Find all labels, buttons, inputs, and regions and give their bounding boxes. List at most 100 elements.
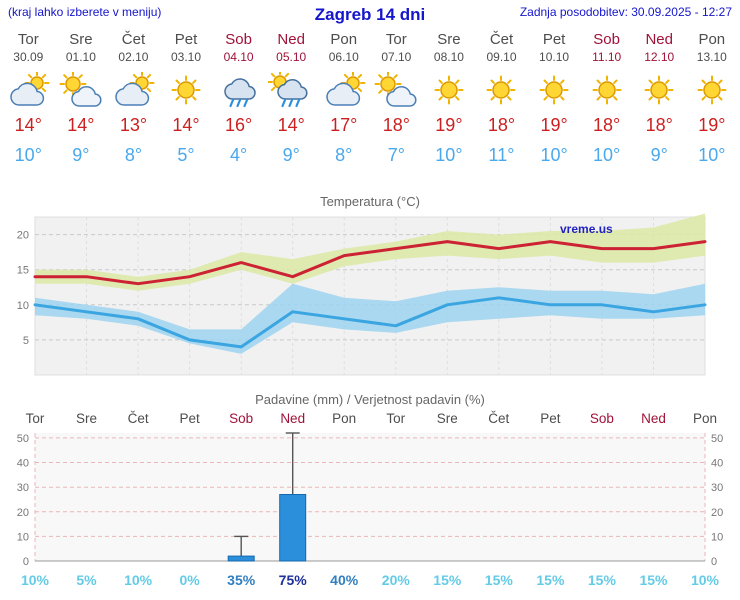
day-date: 05.10 bbox=[276, 49, 307, 64]
min-temperature-range-band bbox=[35, 283, 705, 354]
precip-probability: 15% bbox=[485, 572, 514, 588]
precip-day-label: Pet bbox=[540, 411, 561, 426]
day-max-temp: 13° bbox=[119, 114, 148, 135]
precip-ytick-right: 20 bbox=[711, 507, 723, 519]
rain-sun-icon bbox=[265, 69, 318, 111]
day-column-tor: Tor 30.09 14° 10° bbox=[2, 31, 55, 166]
temp-ytick-label: 15 bbox=[17, 264, 29, 276]
day-name: Pet bbox=[174, 31, 198, 48]
day-max-temp: 19° bbox=[698, 114, 726, 135]
precip-day-label: Sre bbox=[437, 411, 458, 426]
precipitation-chart: Tor Sre Čet Pet Sob Ned Pon Tor Sre Čet Pet Sob Ned P… bbox=[0, 409, 740, 591]
day-column-čet: Čet 09.10 18° 11° bbox=[475, 31, 528, 166]
daily-forecast-strip: Tor 30.09 14° 10° Sre 01.10 14° 9° Čet 02.10 13° 8°… bbox=[0, 25, 740, 166]
day-column-pon: Pon 06.10 17° 8° bbox=[317, 31, 370, 166]
day-min-temp: 11° bbox=[488, 144, 515, 165]
precipitation-chart-title: Padavine (mm) / Verjetnost padavin (%) bbox=[255, 391, 485, 407]
day-date: 07.10 bbox=[381, 49, 412, 64]
mostly-cloudy-icon bbox=[317, 69, 370, 111]
day-column-sob: Sob 11.10 18° 10° bbox=[580, 31, 633, 166]
day-min-temp: 9° bbox=[72, 144, 90, 165]
precip-day-label: Sob bbox=[229, 411, 253, 426]
day-date: 30.09 bbox=[13, 49, 44, 64]
day-column-pon: Pon 13.10 19° 10° bbox=[686, 31, 739, 166]
precip-ytick-left: 40 bbox=[17, 457, 29, 469]
sunny-icon bbox=[423, 69, 476, 111]
precip-probability: 20% bbox=[382, 572, 411, 588]
precip-plot-area bbox=[35, 432, 705, 561]
precip-day-label: Tor bbox=[26, 411, 45, 426]
day-min-temp: 7° bbox=[387, 144, 405, 165]
max-temperature-line bbox=[33, 239, 707, 285]
day-date: 12.10 bbox=[644, 49, 675, 64]
precip-probability: 10% bbox=[691, 572, 720, 588]
precip-ytick-right: 10 bbox=[711, 531, 723, 543]
precip-probability: 15% bbox=[433, 572, 462, 588]
day-column-sob: Sob 04.10 16° 4° bbox=[212, 31, 265, 166]
day-name: Sob bbox=[225, 31, 252, 48]
precip-probability: 35% bbox=[227, 572, 256, 588]
day-min-temp: 9° bbox=[282, 144, 300, 165]
precip-day-label: Sob bbox=[590, 411, 614, 426]
precip-ytick-left: 10 bbox=[17, 531, 29, 543]
precip-day-label: Pon bbox=[332, 411, 356, 426]
precip-ytick-right: 0 bbox=[711, 556, 717, 568]
temp-ytick-label: 5 bbox=[23, 335, 29, 347]
precip-ytick-right: 40 bbox=[711, 457, 723, 469]
day-max-temp: 19° bbox=[435, 114, 463, 135]
partly-cloudy-icon bbox=[370, 69, 423, 111]
temperature-chart: 5 10 15 20 vreme.us bbox=[0, 211, 740, 386]
day-date: 08.10 bbox=[433, 49, 464, 64]
day-name: Pon bbox=[698, 31, 726, 48]
day-min-temp: 10° bbox=[593, 144, 621, 165]
day-max-temp: 14° bbox=[67, 114, 95, 135]
day-date: 06.10 bbox=[328, 49, 359, 64]
precip-probability: 40% bbox=[330, 572, 359, 588]
location-menu-note: (kraj lahko izberete v meniju) bbox=[8, 5, 162, 19]
precip-day-label: Čet bbox=[488, 411, 509, 426]
min-temperature-line bbox=[33, 296, 707, 349]
precip-ytick-left: 20 bbox=[17, 507, 29, 519]
day-column-čet: Čet 02.10 13° 8° bbox=[107, 31, 160, 166]
precip-probability: 10% bbox=[21, 572, 50, 588]
sunny-icon bbox=[528, 69, 581, 111]
last-updated: Zadnja posodobitev: 30.09.2025 - 12:27 bbox=[519, 5, 732, 19]
precip-probability: 75% bbox=[279, 572, 308, 588]
day-max-temp: 16° bbox=[224, 114, 253, 135]
precip-probability: 15% bbox=[588, 572, 617, 588]
day-date: 01.10 bbox=[65, 49, 96, 64]
precip-bar bbox=[279, 493, 307, 562]
precip-day-label: Tor bbox=[386, 411, 405, 426]
temp-ytick-label: 10 bbox=[17, 300, 29, 312]
day-name: Sob bbox=[593, 31, 620, 48]
day-column-ned: Ned 12.10 18° 9° bbox=[633, 31, 686, 166]
day-max-temp: 18° bbox=[593, 114, 621, 135]
precip-probability: 15% bbox=[639, 572, 668, 588]
temperature-chart-title: Temperatura (°C) bbox=[320, 193, 420, 209]
day-max-temp: 14° bbox=[277, 114, 305, 135]
day-name: Sre bbox=[437, 31, 461, 48]
day-name: Čet bbox=[489, 31, 514, 48]
precip-ytick-right: 30 bbox=[711, 482, 723, 494]
precip-day-label: Ned bbox=[641, 411, 666, 426]
mostly-cloudy-icon bbox=[2, 69, 55, 111]
day-date: 02.10 bbox=[118, 49, 149, 64]
precipitation-section: Padavine (mm) / Verjetnost padavin (%) T… bbox=[0, 392, 740, 591]
precip-day-label: Čet bbox=[128, 411, 149, 426]
sunny-icon bbox=[580, 69, 633, 111]
sunny-icon bbox=[633, 69, 686, 111]
day-name: Tor bbox=[385, 31, 407, 48]
day-min-temp: 10° bbox=[540, 144, 568, 165]
day-name: Pon bbox=[330, 31, 358, 48]
day-column-ned: Ned 05.10 14° 9° bbox=[265, 31, 318, 166]
precip-day-label: Pon bbox=[693, 411, 717, 426]
day-column-sre: Sre 01.10 14° 9° bbox=[55, 31, 108, 166]
day-name: Ned bbox=[645, 31, 673, 48]
precip-ytick-left: 30 bbox=[17, 482, 29, 494]
day-date: 11.10 bbox=[592, 49, 622, 64]
precip-ytick-left: 50 bbox=[17, 433, 29, 445]
day-max-temp: 18° bbox=[382, 114, 410, 135]
day-name: Ned bbox=[277, 31, 305, 48]
precip-ytick-left: 0 bbox=[23, 556, 29, 568]
